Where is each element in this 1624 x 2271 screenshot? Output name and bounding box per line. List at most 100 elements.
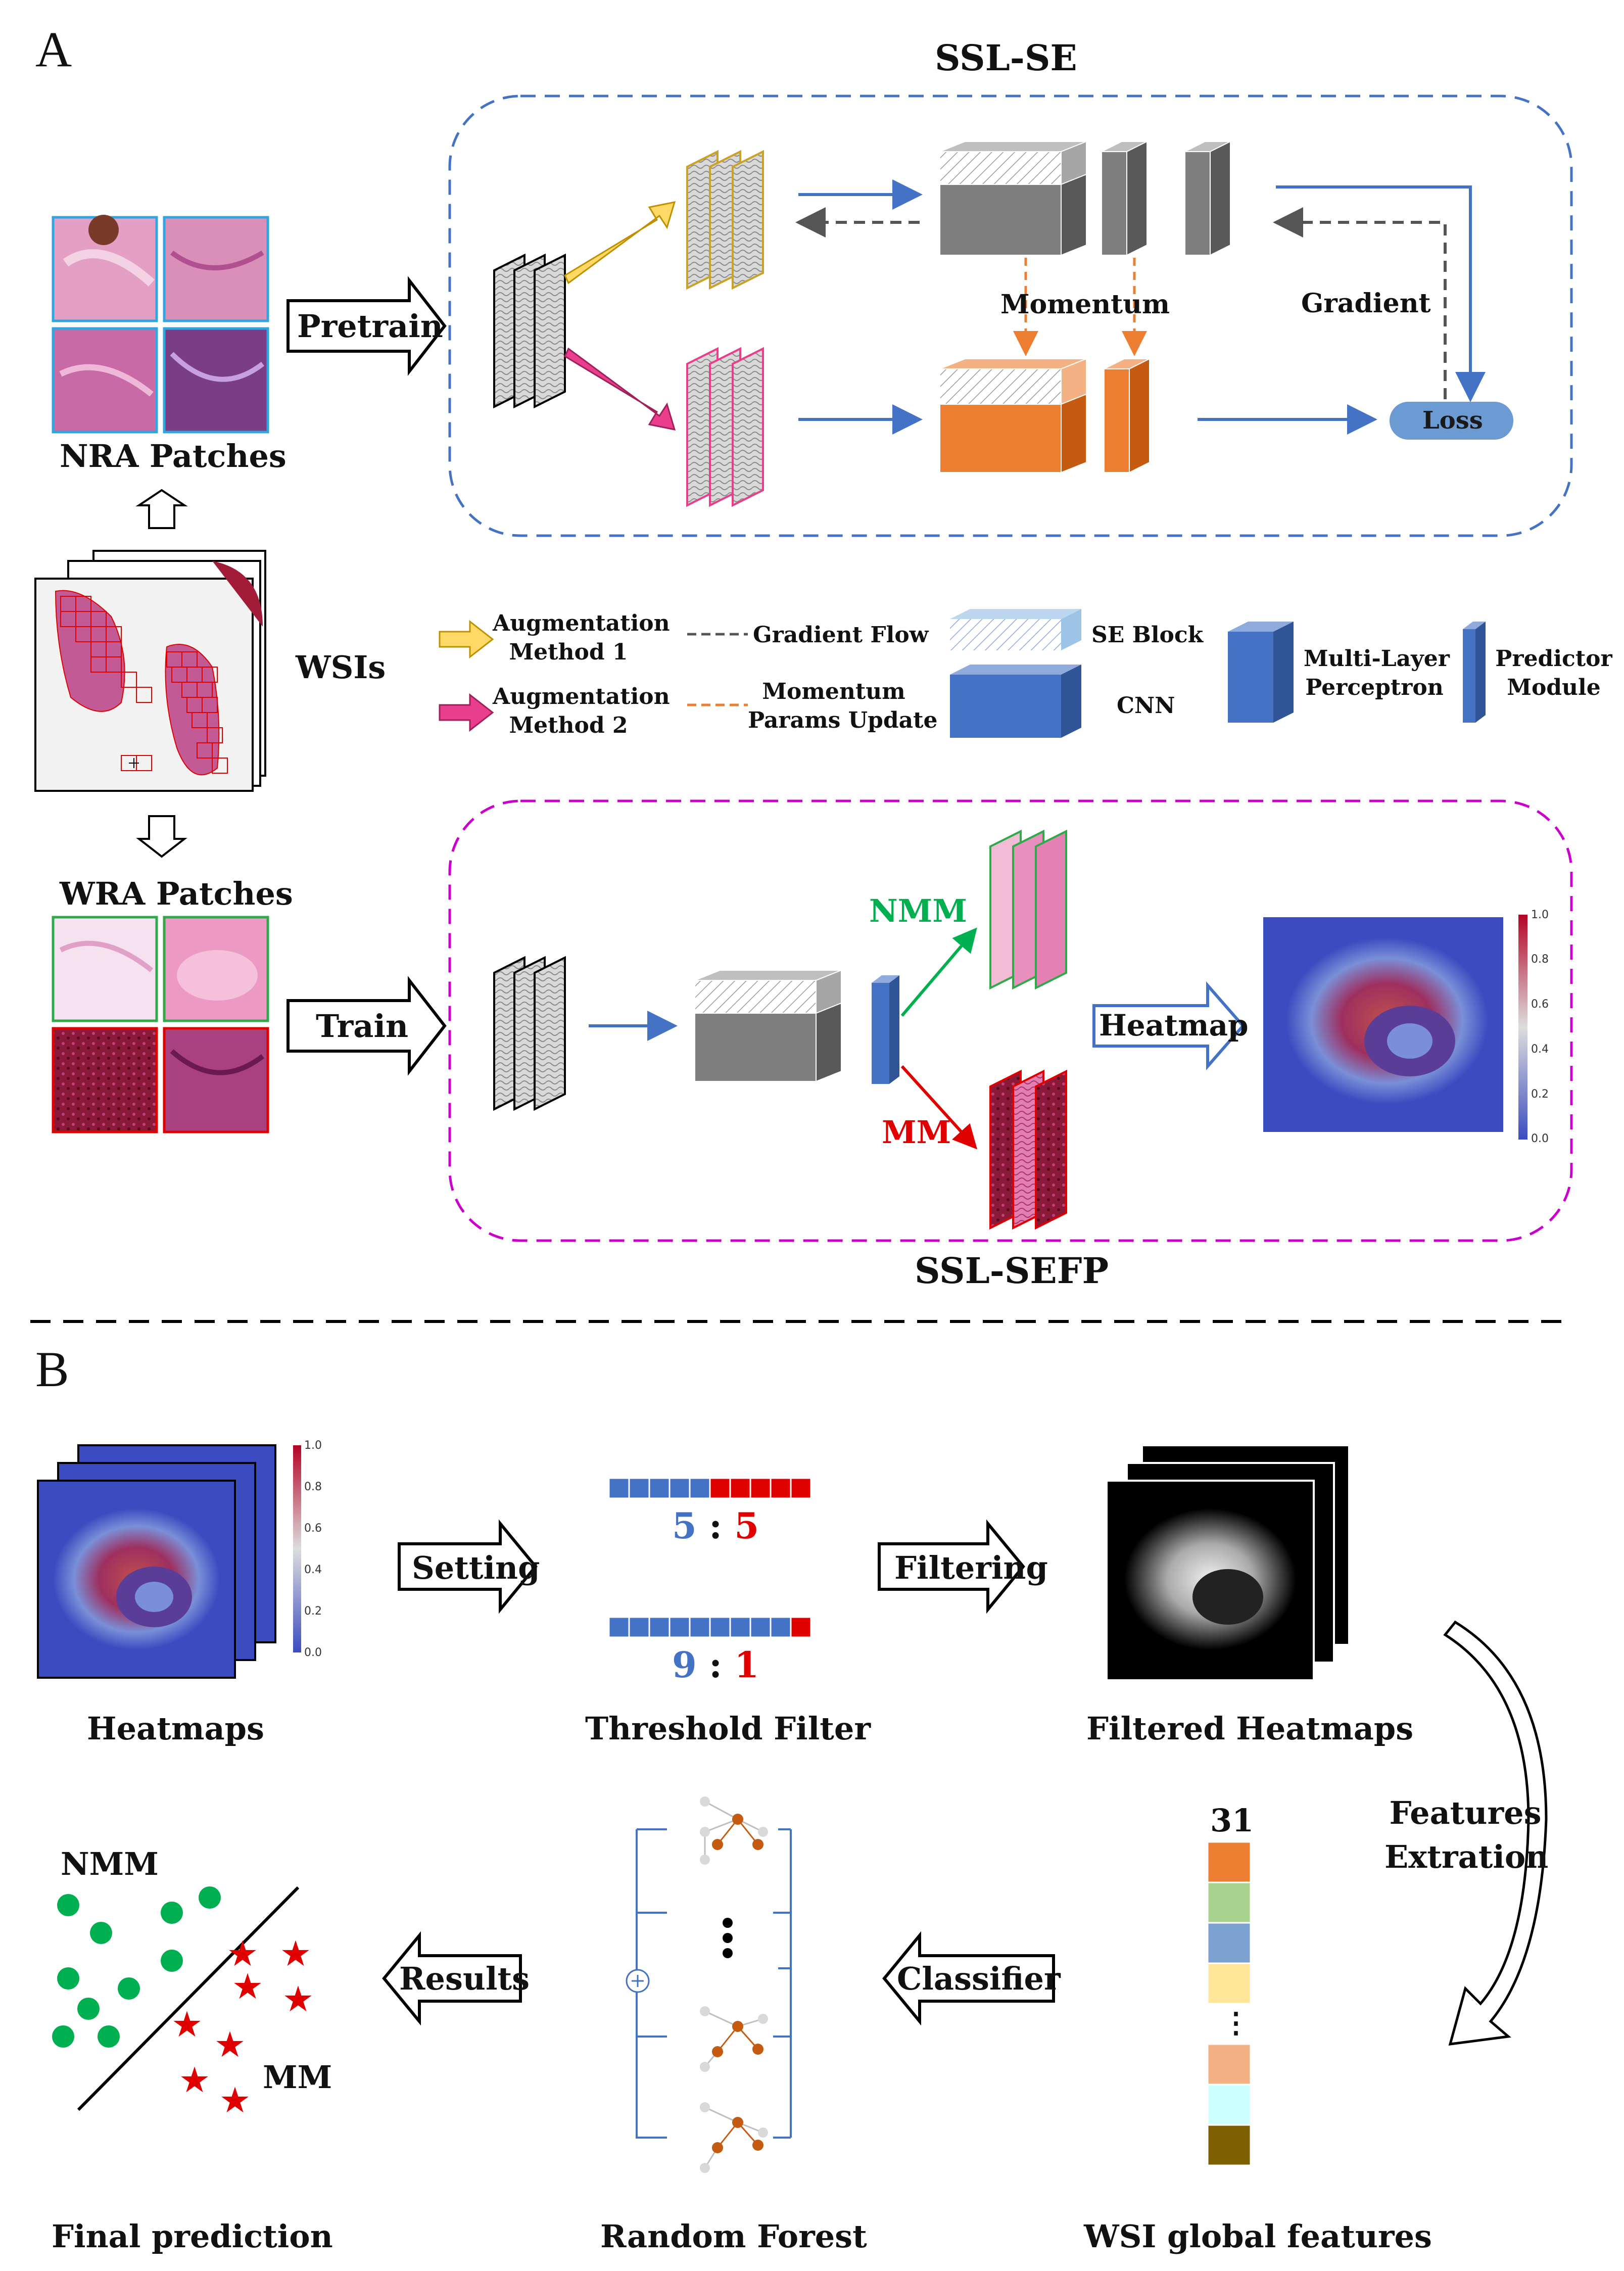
colorbar-tick: 1.0 — [1531, 909, 1549, 921]
pretrain-label: Pretrain — [297, 308, 443, 345]
ratio-9-1-right: 1 — [734, 1644, 759, 1686]
legend-momentum-text: Momentum Params Update — [748, 679, 938, 734]
results-label: Results — [399, 1960, 530, 1997]
setting-label: Setting — [412, 1549, 540, 1586]
svg-text:★: ★ — [282, 1978, 314, 2020]
ssl-sefp-input-stack — [493, 956, 566, 1111]
legend-aug2-text: Augmentation Method 2 — [493, 684, 670, 739]
heatmap-arrow-label: Heatmap — [1099, 1008, 1249, 1043]
colorbar-tick: 0.2 — [1531, 1088, 1549, 1101]
gradient-label: Gradient — [1301, 288, 1431, 319]
colorbar-tick: 0.2 — [304, 1605, 322, 1618]
heatmaps-label: Heatmaps — [87, 1710, 264, 1747]
ssl-se-title: SSL-SE — [935, 37, 1077, 79]
ssl-sefp-box — [448, 799, 1573, 1242]
threshold-bar-9-1 — [608, 1616, 812, 1638]
svg-text:★: ★ — [280, 1933, 312, 1974]
sefp-cnn-block — [694, 969, 842, 1082]
legend-aug1-text: Augmentation Method 1 — [493, 610, 670, 666]
final-prediction-label: Final prediction — [52, 2218, 333, 2255]
ratio-9-1-sep: : — [709, 1644, 722, 1686]
nra-patches-label: NRA Patches — [60, 438, 286, 475]
arrow-to-nmm — [900, 927, 977, 1017]
legend-aug2-arrow — [439, 693, 494, 732]
svg-text:★: ★ — [214, 2024, 246, 2065]
sefp-predictor — [872, 975, 899, 1084]
section-label-a: A — [35, 21, 72, 77]
section-label-b: B — [35, 1341, 69, 1397]
ssl-se-box — [448, 94, 1573, 537]
colorbar-tick: 0.6 — [304, 1522, 322, 1535]
ratio-5-5-right: 5 — [734, 1505, 759, 1547]
threshold-filter-label: Threshold Filter — [585, 1710, 871, 1747]
arrow-gradient — [1273, 207, 1447, 399]
results-arrow — [382, 1931, 522, 2026]
wra-patches-label: WRA Patches — [60, 875, 293, 912]
ratio-9-1-left: 9 — [672, 1644, 697, 1686]
ratio-5-5-left: 5 — [672, 1505, 697, 1547]
wsi-global-features-label: WSI global features — [1084, 2218, 1432, 2255]
momentum-cnn-block — [939, 358, 1087, 474]
heatmaps-stack — [37, 1444, 276, 1679]
scatter-nmm-label: NMM — [61, 1846, 159, 1882]
loss-label: Loss — [1422, 406, 1483, 435]
sefp-heatmap-image — [1263, 917, 1503, 1132]
classifier-arrow — [882, 1931, 1055, 2026]
features-extraction-arrow — [1443, 1620, 1548, 2046]
ratio-5-5: 5 : 5 — [672, 1508, 759, 1544]
train-label: Train — [316, 1008, 409, 1045]
wsi-stack — [34, 550, 266, 792]
colorbar-tick: 0.4 — [304, 1564, 322, 1576]
legend-se-block — [950, 609, 1081, 650]
pretrain-arrow — [286, 276, 447, 376]
aug1-arrow — [564, 201, 676, 285]
random-forest-diagram — [626, 1796, 792, 2173]
filtering-arrow — [878, 1519, 1025, 1614]
colorbar-tick: 1.0 — [304, 1439, 322, 1452]
legend-predictor — [1463, 622, 1486, 723]
aug2-stack — [686, 347, 764, 507]
colorbar-tick: 0.4 — [1531, 1043, 1549, 1056]
online-cnn-block — [939, 140, 1087, 256]
features-extraction-label: Features Extration — [1384, 1794, 1549, 1875]
colorbar-tick: 0.8 — [1531, 953, 1549, 966]
colorbar-tick: 0.8 — [304, 1481, 322, 1493]
filtered-heatmaps-stack — [1106, 1444, 1350, 1681]
sefp-colorbar — [1518, 915, 1527, 1140]
mm-patch-stack — [989, 1069, 1067, 1230]
legend-se-block-text: SE Block — [1091, 622, 1204, 648]
svg-text:★: ★ — [171, 2004, 203, 2045]
final-prediction-scatter: ★ ★★ ★★ ★ ★ ★ — [52, 1886, 314, 2121]
down-hollow-arrow — [136, 815, 187, 858]
threshold-bar-5-5 — [608, 1477, 812, 1499]
legend-cnn — [950, 665, 1081, 738]
legend-predictor-text: Predictor Module — [1495, 646, 1612, 701]
arrow-to-mm — [900, 1065, 978, 1150]
mm-output-label: MM — [882, 1114, 951, 1151]
ssl-se-input-stack — [493, 253, 566, 409]
nmm-patch-stack — [989, 829, 1067, 990]
filtering-label: Filtering — [894, 1549, 1048, 1586]
online-predictor — [1184, 140, 1231, 256]
feature-ellipsis: ⋮ — [1222, 2006, 1250, 2040]
svg-text:★: ★ — [179, 2059, 211, 2101]
ratio-9-1: 9 : 1 — [672, 1647, 759, 1683]
setting-arrow — [398, 1519, 538, 1614]
heatmap-arrow — [1092, 981, 1245, 1070]
ssl-sefp-title: SSL-SEFP — [915, 1250, 1109, 1292]
legend-gradient-flow-text: Gradient Flow — [753, 622, 929, 648]
legend-cnn-text: CNN — [1117, 693, 1175, 719]
colorbar-tick: 0.6 — [1531, 998, 1549, 1011]
nra-patches-grid — [52, 215, 269, 434]
momentum-mlp — [1104, 358, 1150, 474]
train-arrow — [286, 976, 447, 1076]
svg-text:★: ★ — [232, 1966, 264, 2007]
arrow-predictor-to-loss — [1276, 185, 1486, 402]
loss-pill — [1390, 402, 1513, 440]
svg-text:★: ★ — [219, 2079, 251, 2121]
colorbar-tick: 0.0 — [304, 1646, 322, 1659]
legend-mlp — [1228, 622, 1294, 723]
feature-vector-bar — [1207, 1841, 1252, 2166]
legend-mlp-text: Multi-Layer Perceptron — [1304, 646, 1450, 701]
